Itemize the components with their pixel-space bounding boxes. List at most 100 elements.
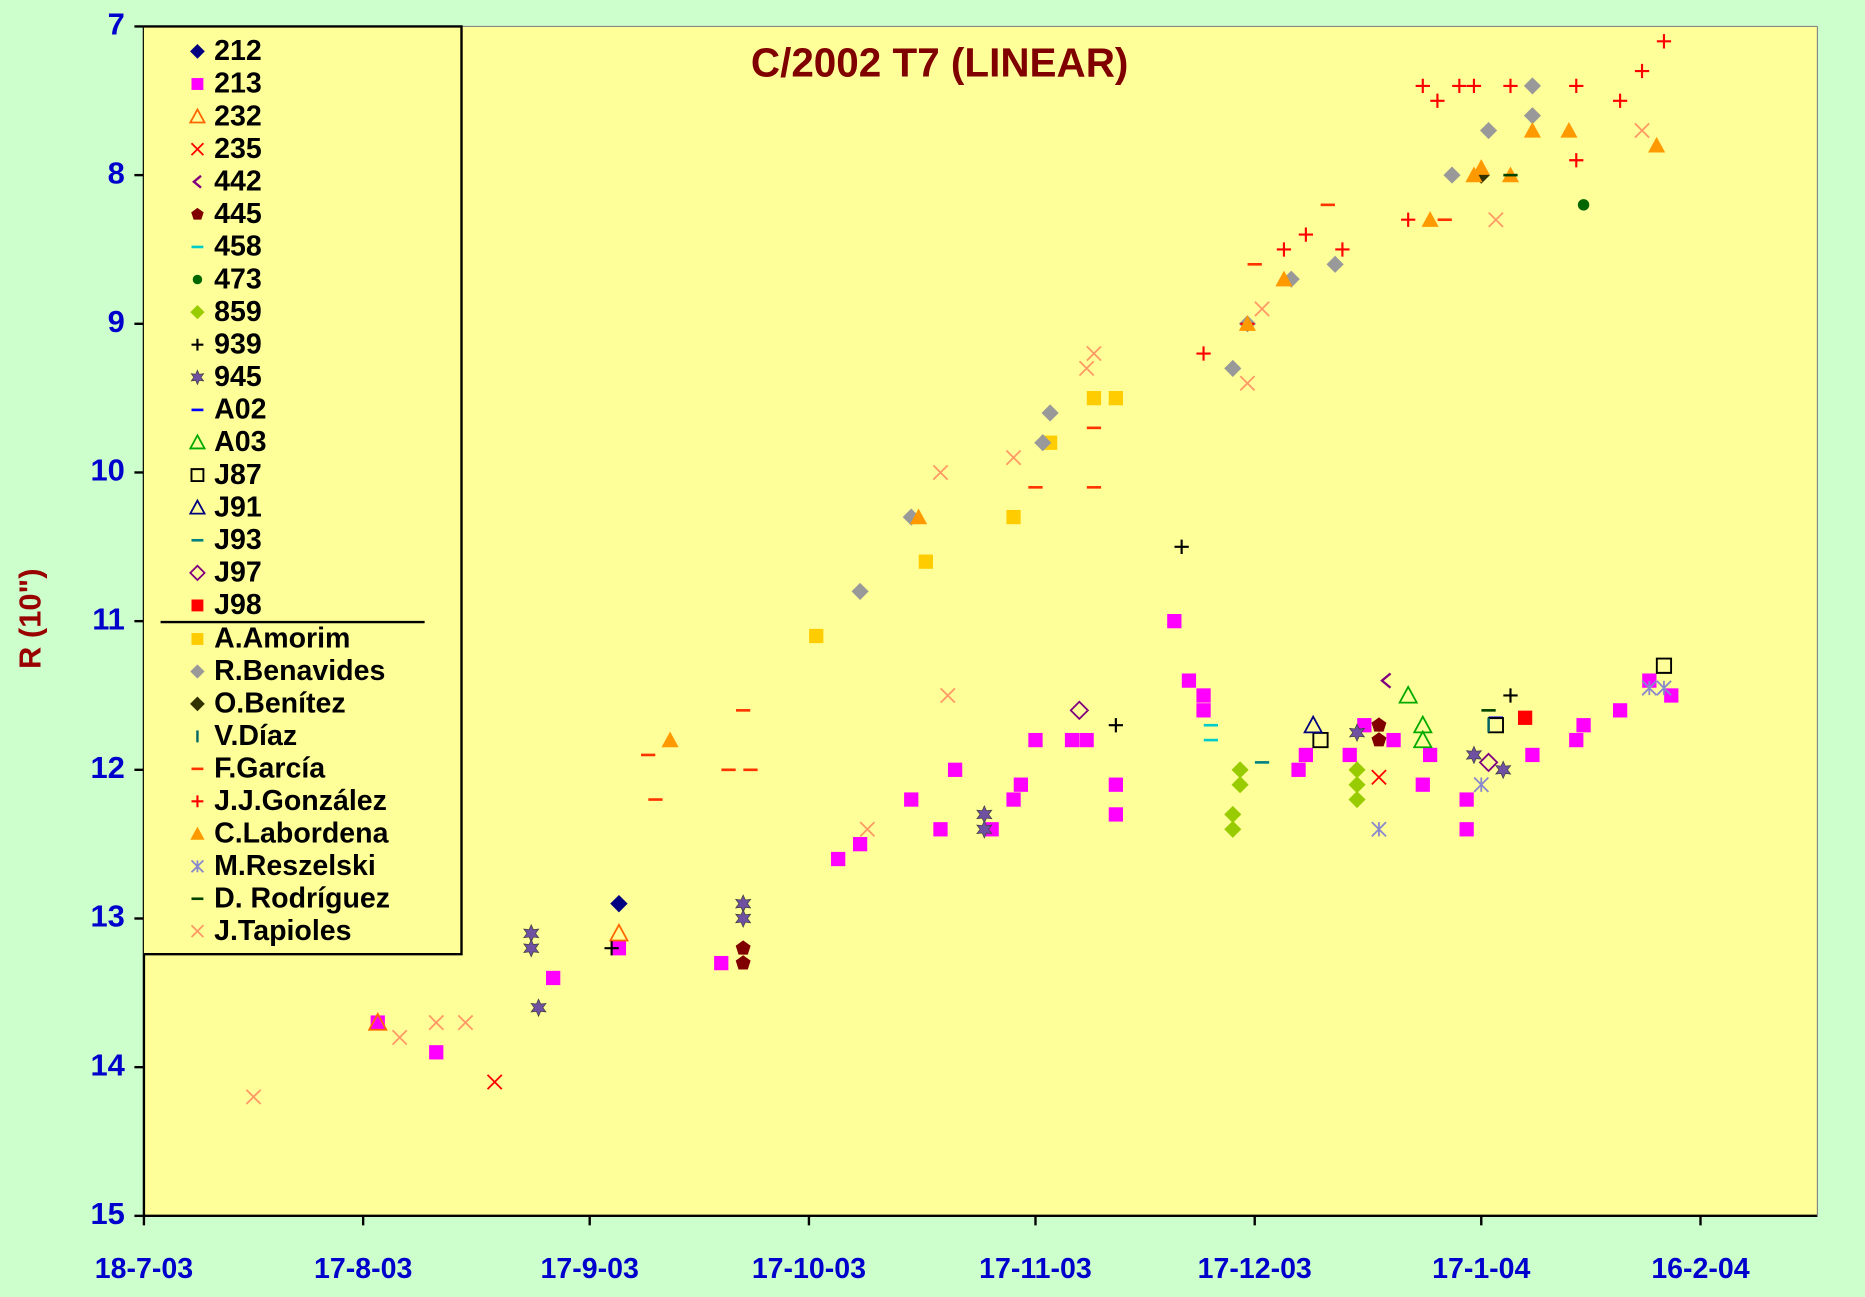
legend-symbol	[190, 859, 205, 873]
data-point	[1013, 777, 1029, 792]
data-point	[1569, 153, 1584, 168]
data-point	[909, 508, 928, 525]
data-point	[1006, 792, 1021, 807]
legend-label: C.Labordena	[214, 818, 390, 850]
data-point	[1480, 121, 1498, 140]
x-tick-label: 16-2-04	[1651, 1253, 1749, 1285]
data-point	[1478, 752, 1499, 773]
legend-symbol	[191, 338, 204, 351]
legend-label: D. Rodríguez	[214, 882, 390, 914]
data-point	[1443, 166, 1461, 184]
data-point	[1224, 359, 1242, 377]
data-point	[1648, 136, 1666, 153]
data-point	[859, 821, 876, 838]
data-point	[1466, 78, 1482, 94]
data-point	[1238, 315, 1256, 331]
legend-symbol	[188, 107, 207, 124]
data-point	[486, 1074, 503, 1090]
legend-label: A02	[214, 394, 266, 426]
legend-symbol	[192, 274, 203, 285]
y-tick-label: 8	[108, 155, 125, 190]
data-point	[947, 762, 963, 777]
legend-symbol	[190, 826, 205, 840]
data-point	[1108, 718, 1124, 733]
data-point	[1634, 122, 1650, 139]
data-point	[1167, 614, 1182, 629]
x-tick-label: 17-8-03	[314, 1253, 412, 1285]
legend-label: O.Benítez	[214, 688, 346, 720]
data-point	[1108, 807, 1124, 822]
data-point	[1078, 360, 1095, 377]
legend-symbol	[190, 44, 205, 59]
data-point	[1473, 776, 1490, 793]
legend-label: J93	[214, 524, 262, 556]
data-point	[933, 822, 948, 837]
data-point	[1525, 747, 1540, 763]
data-point	[1503, 78, 1518, 94]
chart-title: C/2002 T7 (LINEAR)	[751, 39, 1129, 85]
legend-symbol	[192, 174, 202, 189]
data-point	[940, 687, 956, 704]
data-point	[714, 955, 729, 971]
legend-label: 213	[214, 68, 262, 100]
legend-label: V.Díaz	[214, 720, 297, 752]
data-point	[367, 1012, 388, 1031]
data-point	[1576, 718, 1591, 733]
data-point	[1371, 732, 1387, 747]
x-tick-label: 17-10-03	[752, 1253, 866, 1285]
y-tick-label: 10	[90, 453, 124, 488]
x-tick-label: 17-11-03	[979, 1253, 1092, 1285]
data-point	[1298, 227, 1314, 242]
data-point	[1569, 78, 1584, 94]
legend-label: 473	[214, 263, 262, 295]
legend-label: M.Reszelski	[214, 850, 376, 882]
data-point	[1298, 747, 1314, 763]
data-point	[428, 1014, 445, 1031]
data-point	[1303, 714, 1324, 734]
data-point	[1254, 301, 1270, 317]
data-point	[1401, 212, 1416, 227]
data-point	[1459, 822, 1474, 837]
legend-symbol	[188, 498, 207, 515]
data-point	[1348, 723, 1366, 743]
data-point	[976, 819, 993, 839]
legend-symbol	[190, 369, 205, 386]
data-point	[523, 938, 540, 958]
data-point	[1577, 199, 1590, 211]
data-point	[1079, 732, 1094, 748]
data-point	[661, 731, 679, 748]
data-point	[734, 909, 752, 928]
y-tick-label: 11	[92, 601, 125, 636]
data-point	[1276, 242, 1292, 257]
data-point	[1086, 345, 1102, 362]
data-point	[1430, 93, 1445, 108]
data-point	[735, 940, 751, 955]
data-point	[1231, 761, 1249, 779]
legend-symbol	[191, 78, 204, 90]
legend-label: 212	[214, 35, 262, 67]
legend-label: J87	[214, 459, 262, 491]
data-point	[1459, 792, 1474, 807]
data-point	[1371, 769, 1387, 786]
y-tick-label: 12	[90, 750, 124, 785]
y-axis-label: R (10")	[12, 568, 47, 669]
data-point	[1452, 78, 1467, 94]
legend-border	[143, 25, 463, 956]
legend-label: J.Tapioles	[214, 915, 351, 947]
data-point	[611, 941, 627, 956]
data-point	[809, 628, 824, 644]
data-point	[1612, 703, 1628, 718]
data-point	[918, 554, 933, 569]
data-point	[1465, 745, 1483, 765]
y-tick-label: 14	[90, 1047, 125, 1082]
x-tick-label: 17-12-03	[1198, 1253, 1312, 1285]
data-point	[1380, 672, 1392, 689]
data-point	[735, 955, 751, 970]
legend-label: 442	[214, 166, 262, 198]
data-point	[245, 1089, 262, 1105]
legend-symbol	[189, 564, 206, 582]
data-point	[1181, 673, 1197, 688]
legend-label: A03	[214, 426, 266, 458]
legend-symbol	[190, 468, 205, 482]
data-point	[1560, 121, 1578, 138]
